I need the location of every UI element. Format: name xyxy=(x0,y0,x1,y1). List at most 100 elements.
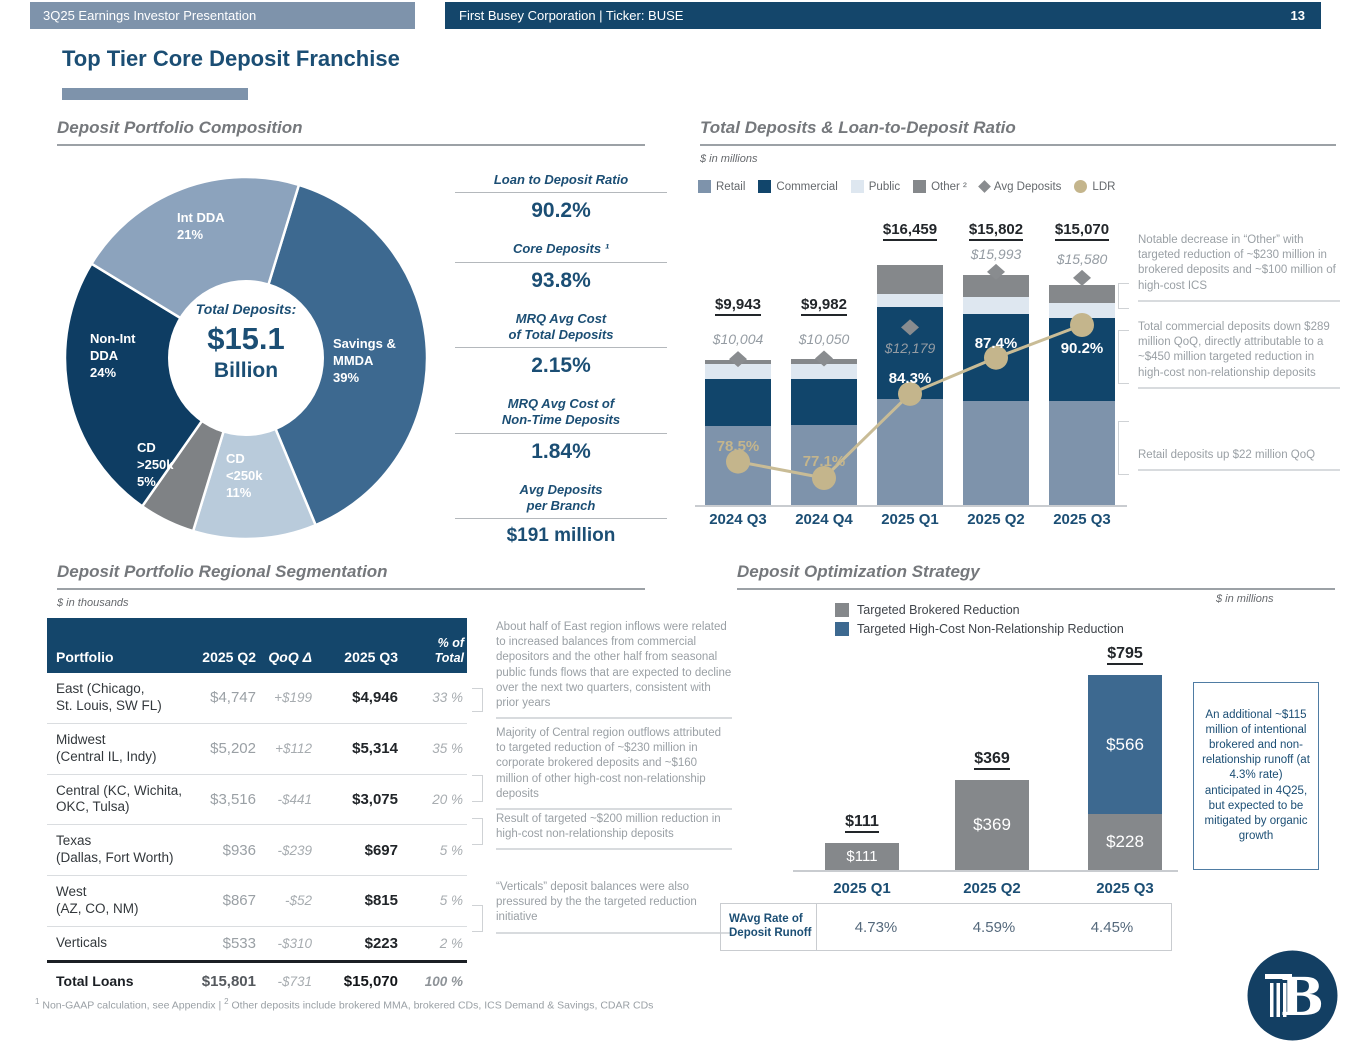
ldr-point xyxy=(984,345,1008,370)
donut-slice-label: Int DDA 21% xyxy=(177,210,225,242)
x-axis-label: 2025 Q2 xyxy=(967,511,1025,528)
qoq-delta-cell: -$731 xyxy=(277,974,312,989)
runoff-rate-label: WAvg Rate of Deposit Runoff xyxy=(721,904,817,950)
optimization-chart: $111 $111 2025 Q1 $369 $369 2025 Q2 $228 $566 $7… xyxy=(793,640,1183,900)
total-deposits-label: Total Deposits: xyxy=(195,301,297,317)
key-stat: Core Deposits ¹ 93.8% xyxy=(455,241,667,292)
key-stat-value: 93.8% xyxy=(531,268,591,292)
chart-annotation: Notable decrease in “Other” with targete… xyxy=(1138,233,1340,302)
key-stat: MRQ Avg Cost of Total Deposits 2.15% xyxy=(455,311,667,379)
legend-swatch xyxy=(758,180,772,193)
ldr-value-label: 90.2% xyxy=(1060,340,1104,357)
bar-total-value: $9,943 xyxy=(715,296,761,316)
x-axis-label: 2025 Q1 xyxy=(881,511,939,528)
key-stat-label: Avg Deposits per Branch xyxy=(455,482,667,519)
bar-total-value: $15,802 xyxy=(968,221,1024,241)
chart-annotation: Total commercial deposits down $289 mill… xyxy=(1138,320,1340,389)
total-deposits-unit: Billion xyxy=(213,359,279,382)
bar-total-label: $15,802 xyxy=(948,221,1044,241)
table-annotation: About half of East region inflows were r… xyxy=(496,620,732,720)
bar-segment xyxy=(1049,303,1115,319)
legend-label: LDR xyxy=(1092,180,1116,193)
section-title-composition: Deposit Portfolio Composition xyxy=(57,118,645,146)
avg-deposits-label: $12,179 xyxy=(884,340,936,356)
bar-segment: $566 xyxy=(1088,675,1162,815)
donut-hole xyxy=(168,280,324,436)
runoff-rate-value: 4.45% xyxy=(1090,918,1134,936)
region-cell: Midwest (Central IL, Indy) xyxy=(56,731,157,764)
bar-segment: $369 xyxy=(955,779,1029,870)
company-banner: First Busey Corporation | Ticker: BUSE 1… xyxy=(445,2,1321,29)
x-axis-line xyxy=(695,505,1127,507)
deposits-chart-legend: Retail Commercial Public Other ² Avg Deposit… xyxy=(698,180,1115,193)
column-header: 2025 Q2 xyxy=(202,648,256,665)
x-axis-label: 2025 Q3 xyxy=(1053,511,1111,528)
bracket-connector xyxy=(472,905,483,932)
runoff-rate-value: 4.73% xyxy=(854,918,898,936)
qoq-delta-cell: +$199 xyxy=(274,690,312,706)
legend-swatch xyxy=(913,180,927,193)
key-stat-value: 90.2% xyxy=(531,199,591,223)
donut-slice-label: CD <250k 11% xyxy=(226,451,263,500)
legend-item: Public xyxy=(850,180,901,193)
avg-deposits-point xyxy=(815,350,833,367)
bar-segment: $228 xyxy=(1088,814,1162,870)
section-title-total-deposits: Total Deposits & Loan-to-Deposit Ratio xyxy=(700,118,1336,146)
company-banner-text: First Busey Corporation | Ticker: BUSE xyxy=(459,8,684,23)
donut-slice xyxy=(191,354,318,541)
qoq-delta-cell: -$239 xyxy=(277,842,312,858)
region-cell: Central (KC, Wichita, OKC, Tulsa) xyxy=(56,782,183,815)
key-stat-value: 1.84% xyxy=(531,439,591,463)
legend-item: Avg Deposits xyxy=(978,180,1062,193)
pct-total-cell: 33 % xyxy=(432,690,463,706)
bar-total-value: $795 xyxy=(1107,645,1143,666)
column-header: % of Total xyxy=(434,636,464,665)
total-deposits-chart: $9,943 $10,004 78.5% 2024 Q3 $9,982 $10,050 77… xyxy=(695,215,1137,528)
legend-item: Targeted High-Cost Non-Relationship Redu… xyxy=(835,622,1124,636)
region-cell: Verticals xyxy=(56,934,108,950)
pct-total-cell: 20 % xyxy=(432,791,463,807)
bar-total-label: $111 xyxy=(820,812,904,833)
bar-total-label: $795 xyxy=(1083,645,1167,666)
bar-segment xyxy=(791,424,857,505)
legend-label: Public xyxy=(868,180,901,193)
bar-total-value: $369 xyxy=(974,749,1010,770)
q2-value-cell: $533 xyxy=(222,934,256,952)
donut-slice xyxy=(244,183,429,527)
avg-deposits-point xyxy=(987,263,1005,280)
q3-value-cell: $3,075 xyxy=(352,790,398,808)
q3-value-cell: $223 xyxy=(364,934,398,952)
column-header: 2025 Q3 xyxy=(344,648,398,665)
donut-slice-label: CD >250k 5% xyxy=(137,440,174,489)
pct-total-cell: 5 % xyxy=(439,893,463,909)
x-axis-label: 2025 Q3 xyxy=(1096,880,1154,897)
legend-label: Avg Deposits xyxy=(993,180,1062,193)
bar-segment xyxy=(705,379,771,427)
legend-label: Retail xyxy=(716,180,746,193)
bar-segment xyxy=(877,265,943,295)
avg-deposits-point xyxy=(729,351,747,368)
legend-label: Targeted Brokered Reduction xyxy=(857,603,1020,617)
bar-total-value: $16,459 xyxy=(882,221,938,241)
avg-deposits-point xyxy=(901,319,919,336)
legend-swatch xyxy=(835,603,849,617)
legend-label: Other ² xyxy=(931,180,967,193)
bar-total-value: $15,070 xyxy=(1054,221,1110,241)
table-annotation: Result of targeted ~$200 million reducti… xyxy=(496,812,732,851)
q3-value-cell: $5,314 xyxy=(352,740,398,758)
bar-segment xyxy=(963,274,1029,297)
section-title-segmentation: Deposit Portfolio Regional Segmentation xyxy=(57,562,645,590)
bracket-connector xyxy=(472,775,483,802)
regional-segmentation-table: Portfolio 2025 Q2 QoQ Δ 2025 Q3 % of Total E… xyxy=(47,618,467,998)
bar-segment xyxy=(791,363,857,379)
legend-swatch xyxy=(835,622,849,636)
x-axis-label: 2025 Q2 xyxy=(963,880,1021,897)
bar-total-label: $9,943 xyxy=(690,296,786,316)
donut-svg xyxy=(63,175,429,541)
key-stat: Loan to Deposit Ratio 90.2% xyxy=(455,172,667,223)
region-cell: West (AZ, CO, NM) xyxy=(56,884,139,916)
bracket-connector xyxy=(1118,421,1129,475)
q2-value-cell: $3,516 xyxy=(210,790,256,808)
bar-segment xyxy=(1049,400,1115,505)
